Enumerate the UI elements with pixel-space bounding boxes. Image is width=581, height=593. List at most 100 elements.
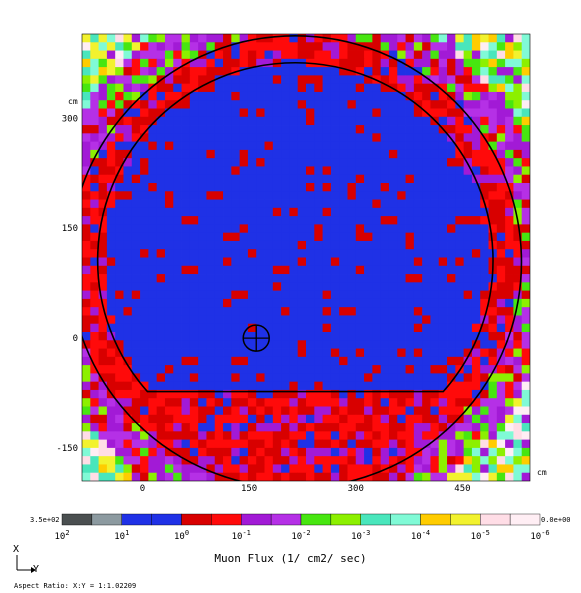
- heatmap-cell: [314, 348, 323, 358]
- heatmap-cell: [115, 348, 124, 358]
- heatmap-cell: [355, 249, 365, 258]
- heatmap-cell: [173, 83, 182, 93]
- heatmap-cell: [488, 133, 498, 143]
- heatmap-cell: [306, 447, 315, 457]
- heatmap-cell: [140, 274, 149, 283]
- heatmap-cell: [115, 183, 124, 192]
- heatmap-cell: [306, 348, 315, 358]
- heatmap-cell: [281, 149, 290, 159]
- heatmap-cell: [140, 257, 149, 267]
- heatmap-cell: [422, 356, 431, 366]
- heatmap-cell: [181, 199, 191, 209]
- heatmap-cell: [98, 340, 108, 349]
- heatmap-cell: [239, 141, 249, 151]
- heatmap-cell: [447, 447, 456, 457]
- heatmap-cell: [471, 158, 481, 167]
- heatmap-cell: [397, 58, 406, 68]
- heatmap-cell: [297, 116, 307, 126]
- heatmap-cell: [98, 290, 108, 300]
- heatmap-cell: [239, 58, 249, 68]
- heatmap-cell: [413, 207, 423, 217]
- heatmap-cell: [306, 183, 315, 192]
- heatmap-cell: [347, 232, 357, 242]
- heatmap-cell: [480, 191, 489, 200]
- heatmap-cell: [247, 116, 257, 126]
- heatmap-cell: [496, 50, 506, 60]
- heatmap-cell: [330, 207, 340, 217]
- heatmap-cell: [281, 340, 290, 349]
- heatmap-cell: [322, 75, 332, 85]
- heatmap-cell: [521, 108, 530, 118]
- heatmap-cell: [314, 191, 323, 200]
- heatmap-cell: [364, 133, 373, 143]
- heatmap-cell: [289, 125, 299, 134]
- heatmap-cell: [347, 381, 357, 391]
- heatmap-cell: [198, 290, 207, 300]
- heatmap-cell: [82, 456, 91, 465]
- heatmap-cell: [131, 166, 141, 176]
- heatmap-cell: [239, 183, 249, 192]
- heatmap-cell: [430, 340, 440, 349]
- heatmap-cell: [355, 298, 365, 308]
- heatmap-cell: [322, 108, 332, 118]
- heatmap-cell: [131, 356, 141, 366]
- heatmap-cell: [380, 58, 390, 68]
- heatmap-cell: [206, 414, 216, 424]
- heatmap-cell: [214, 373, 224, 383]
- heatmap-cell: [98, 141, 108, 151]
- heatmap-cell: [463, 348, 473, 358]
- heatmap-cell: [513, 290, 523, 300]
- heatmap-cell: [181, 42, 191, 51]
- colorbar-tick-label: 101: [114, 529, 129, 542]
- heatmap-cell: [405, 116, 415, 126]
- heatmap-cell: [173, 332, 182, 341]
- heatmap-cell: [388, 423, 398, 432]
- heatmap-cell: [123, 464, 133, 474]
- heatmap-cell: [131, 365, 141, 374]
- heatmap-cell: [314, 91, 323, 101]
- heatmap-cell: [214, 307, 224, 316]
- heatmap-cell: [181, 50, 191, 60]
- heatmap-cell: [422, 282, 431, 292]
- heatmap-cell: [447, 315, 456, 325]
- heatmap-cell: [438, 472, 448, 481]
- heatmap-cell: [281, 67, 290, 76]
- heatmap-cell: [430, 149, 440, 159]
- heatmap-cell: [82, 249, 91, 258]
- heatmap-cell: [140, 456, 149, 465]
- heatmap-cell: [372, 216, 382, 225]
- heatmap-cell: [223, 224, 232, 234]
- heatmap-cell: [148, 133, 158, 143]
- heatmap-cell: [247, 323, 257, 333]
- heatmap-cell: [330, 232, 340, 242]
- heatmap-cell: [422, 67, 431, 76]
- heatmap-cell: [281, 381, 290, 391]
- heatmap-cell: [430, 348, 440, 358]
- heatmap-cell: [496, 183, 506, 192]
- heatmap-cell: [98, 133, 108, 143]
- heatmap-cell: [98, 199, 108, 209]
- heatmap-cell: [82, 50, 91, 60]
- heatmap-cell: [189, 257, 199, 267]
- heatmap-cell: [455, 67, 465, 76]
- heatmap-cell: [347, 58, 357, 68]
- heatmap-cell: [148, 332, 158, 341]
- heatmap-cell: [289, 323, 299, 333]
- heatmap-cell: [247, 232, 257, 242]
- heatmap-cell: [306, 42, 315, 51]
- heatmap-cell: [206, 116, 216, 126]
- heatmap-cell: [380, 149, 390, 159]
- heatmap-cell: [206, 67, 216, 76]
- heatmap-cell: [505, 50, 514, 60]
- heatmap-cell: [131, 207, 141, 217]
- heatmap-cell: [148, 315, 158, 325]
- heatmap-cell: [372, 149, 382, 159]
- heatmap-cell: [281, 431, 290, 441]
- heatmap-cell: [131, 42, 141, 51]
- heatmap-cell: [521, 274, 530, 283]
- heatmap-cell: [388, 224, 398, 234]
- heatmap-cell: [471, 439, 481, 449]
- heatmap-cell: [264, 257, 274, 267]
- heatmap-cell: [206, 158, 216, 167]
- heatmap-cell: [339, 315, 348, 325]
